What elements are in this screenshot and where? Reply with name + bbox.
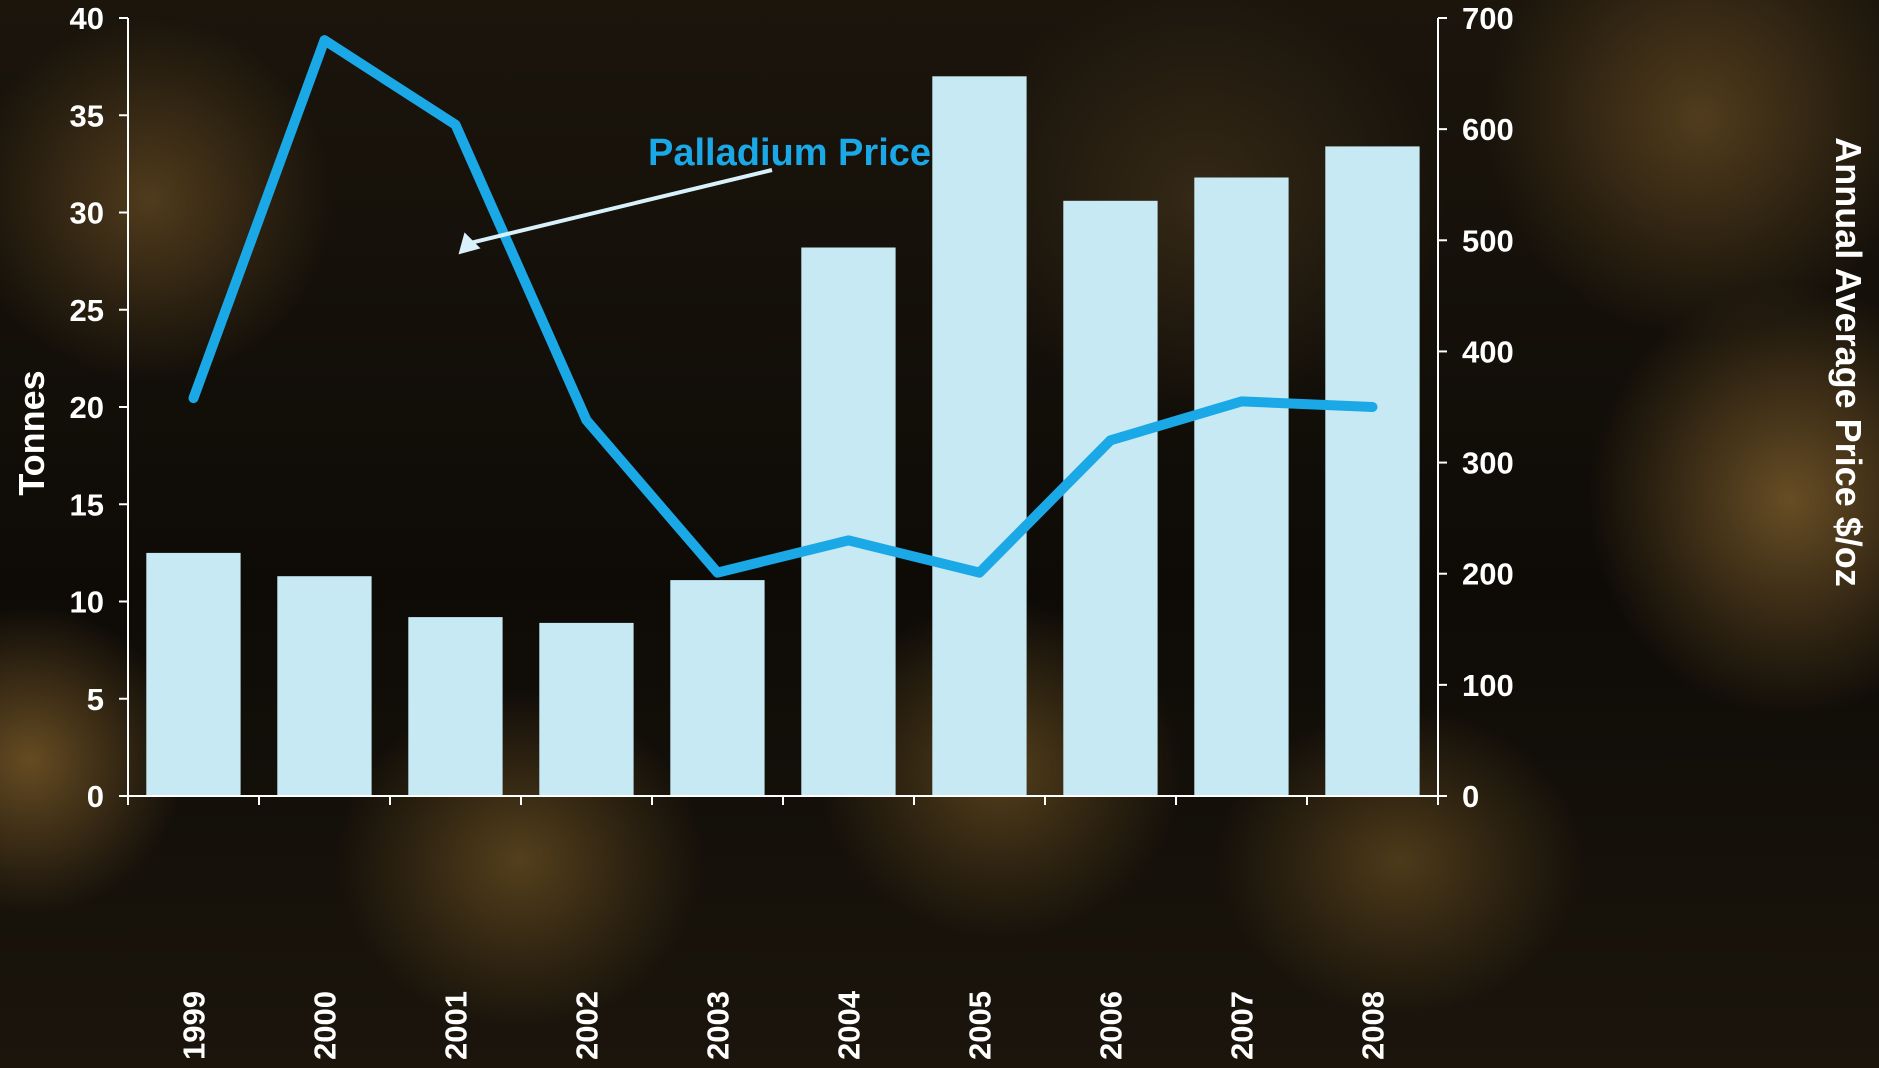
left-tick-label-5: 5: [87, 682, 104, 717]
x-tick-label-2001: 2001: [439, 991, 474, 1060]
annotation-arrow-head: [458, 232, 481, 255]
right-tick-label-500: 500: [1462, 223, 1514, 258]
price-point-2000: [322, 38, 327, 43]
right-tick-label-100: 100: [1462, 668, 1514, 703]
price-point-2005: [977, 570, 982, 575]
price-point-2003: [715, 570, 720, 575]
price-point-2004: [846, 538, 851, 543]
palladium-price-annotation: Palladium Price: [648, 132, 931, 174]
right-tick-label-0: 0: [1462, 779, 1479, 814]
bar-2004: [801, 247, 896, 796]
bar-2008: [1325, 146, 1420, 796]
x-tick-label-2006: 2006: [1094, 991, 1129, 1060]
annotation-arrow-line: [472, 168, 773, 245]
x-tick-label-2005: 2005: [963, 991, 998, 1060]
price-line: [188, 35, 1378, 578]
right-tick-label-300: 300: [1462, 446, 1514, 481]
left-tick-label-20: 20: [70, 390, 104, 425]
right-tick-label-700: 700: [1462, 1, 1514, 36]
price-point-2002: [584, 418, 589, 423]
bar-2005: [932, 76, 1027, 797]
bar-2003: [670, 580, 765, 796]
y2-axis-title: Annual Average Price $/oz: [1828, 137, 1869, 587]
x-tick-label-1999: 1999: [177, 991, 212, 1060]
right-tick-label-600: 600: [1462, 112, 1514, 147]
price-point-2006: [1108, 438, 1113, 443]
price-point-2008: [1370, 405, 1375, 409]
y-axis-title: Tonnes: [11, 370, 52, 495]
line-layer: [188, 35, 1378, 578]
x-tick-label-2007: 2007: [1225, 991, 1260, 1060]
left-tick-label-35: 35: [70, 98, 104, 133]
price-point-2007: [1239, 399, 1244, 404]
left-tick-label-30: 30: [70, 196, 104, 231]
left-tick-label-10: 10: [70, 585, 104, 620]
x-tick-label-2004: 2004: [832, 990, 867, 1060]
axes-layer: [119, 17, 1447, 805]
right-tick-label-200: 200: [1462, 557, 1514, 592]
left-tick-label-15: 15: [70, 487, 104, 522]
bar-2007: [1194, 177, 1289, 796]
x-tick-label-2003: 2003: [701, 991, 736, 1060]
x-tick-label-2008: 2008: [1356, 991, 1391, 1060]
bars-layer: [146, 76, 1420, 797]
x-tick-label-2000: 2000: [308, 991, 343, 1060]
x-tick-label-2002: 2002: [570, 991, 605, 1060]
left-tick-label-25: 25: [70, 293, 104, 328]
bar-2000: [277, 576, 372, 796]
price-point-1999: [191, 396, 196, 401]
left-tick-label-40: 40: [70, 1, 104, 36]
labels-layer: 0510152025303540010020030040050060070019…: [11, 1, 1869, 1060]
bar-2002: [539, 622, 634, 796]
right-tick-label-400: 400: [1462, 334, 1514, 369]
price-point-2001: [453, 122, 458, 127]
bar-1999: [146, 552, 241, 796]
bar-2001: [408, 617, 503, 796]
bar-2006: [1063, 200, 1158, 797]
left-tick-label-0: 0: [87, 779, 104, 814]
